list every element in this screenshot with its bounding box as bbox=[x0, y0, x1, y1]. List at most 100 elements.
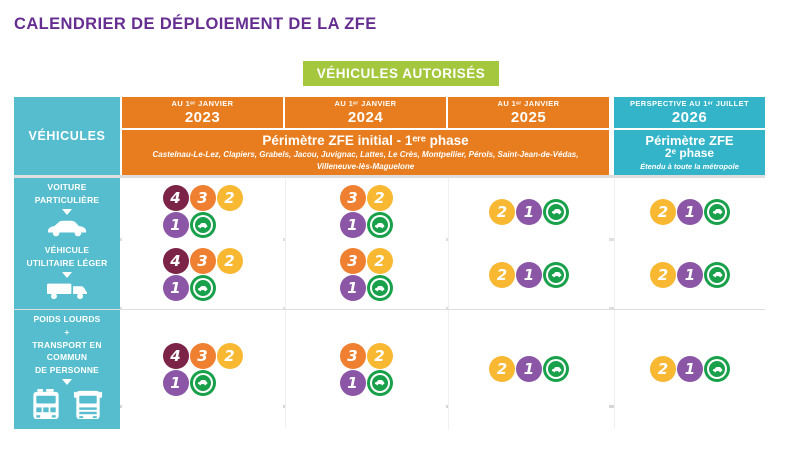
critair-electric-vignette bbox=[189, 369, 216, 396]
critair-electric-vignette bbox=[543, 198, 569, 225]
critair-2-vignette: 2 bbox=[489, 356, 515, 383]
critair-electric-vignette bbox=[366, 369, 393, 396]
critair-3-vignette: 3 bbox=[189, 342, 216, 369]
page-title: CALENDRIER DE DÉPLOIEMENT DE LA ZFE bbox=[14, 15, 377, 33]
row-separator bbox=[14, 307, 765, 310]
critair-1-vignette: 1 bbox=[677, 198, 703, 225]
column-period-2025: AU 1ᵉʳ JANVIER bbox=[497, 99, 560, 108]
critair-electric-vignette bbox=[704, 261, 730, 288]
arrow-down-icon bbox=[62, 208, 72, 215]
column-header-2025: AU 1ᵉʳ JANVIER 2025 bbox=[446, 97, 609, 128]
critair-4-vignette: 4 bbox=[162, 342, 189, 369]
row-icons bbox=[43, 218, 91, 243]
critair-2-vignette: 2 bbox=[650, 356, 676, 383]
critair-2-vignette: 2 bbox=[216, 248, 243, 275]
column-period-2023: AU 1ᵉʳ JANVIER bbox=[171, 99, 234, 108]
critair-electric-vignette bbox=[543, 261, 569, 288]
bus-icon bbox=[31, 388, 61, 426]
critair-3-vignette: 3 bbox=[339, 185, 366, 212]
column-year-2024: 2024 bbox=[347, 109, 384, 126]
van-icon bbox=[44, 281, 90, 306]
critair-electric-vignette bbox=[704, 198, 730, 225]
critair-1-vignette: 1 bbox=[516, 356, 542, 383]
critair-1-vignette: 1 bbox=[677, 356, 703, 383]
dates-row: AU 1ᵉʳ JANVIER 2023 AU 1ᵉʳ JANVIER 2024 … bbox=[122, 97, 609, 130]
critair-1-vignette: 1 bbox=[162, 275, 189, 302]
row-separator bbox=[14, 175, 765, 178]
row-poids-lourds-transport-commun: POIDS LOURDS + TRANSPORT EN COMMUN DE PE… bbox=[14, 310, 765, 429]
column-year-2023: 2023 bbox=[184, 109, 221, 126]
phase2-note: Étendu à toute la métropole bbox=[640, 162, 739, 172]
critair-2-vignette: 2 bbox=[366, 185, 393, 212]
critair-2-vignette: 2 bbox=[489, 261, 515, 288]
critair-1-vignette: 1 bbox=[162, 369, 189, 396]
critair-1-vignette: 1 bbox=[339, 275, 366, 302]
row-header-voiture-particuliere: VOITURE PARTICULIÈRE bbox=[14, 178, 120, 246]
critair-2-vignette: 2 bbox=[489, 198, 515, 225]
truck-icon bbox=[73, 388, 103, 426]
phase1-title: Périmètre ZFE initial - 1ᵉʳᵉ phase bbox=[262, 132, 469, 148]
critair-2-vignette: 2 bbox=[366, 248, 393, 275]
critair-1-vignette: 1 bbox=[677, 261, 703, 288]
critair-2-vignette: 2 bbox=[366, 342, 393, 369]
critair-4-vignette: 4 bbox=[162, 185, 189, 212]
row-label: POIDS LOURDS + TRANSPORT EN COMMUN DE PE… bbox=[32, 314, 102, 375]
column-header-2023: AU 1ᵉʳ JANVIER 2023 bbox=[122, 97, 283, 128]
phase2-body: Périmètre ZFE 2ᵉ phase Étendu à toute la… bbox=[614, 130, 765, 175]
critair-1-vignette: 1 bbox=[339, 212, 366, 239]
column-year-2025: 2025 bbox=[510, 109, 547, 126]
arrow-down-icon bbox=[62, 271, 72, 278]
critair-1-vignette: 1 bbox=[516, 198, 542, 225]
row-icons bbox=[31, 388, 103, 426]
critair-1-vignette: 1 bbox=[339, 369, 366, 396]
critair-3-vignette: 3 bbox=[189, 185, 216, 212]
critair-2-vignette: 2 bbox=[650, 261, 676, 288]
critair-3-vignette: 3 bbox=[339, 248, 366, 275]
authorized-vehicles-badge: VÉHICULES AUTORISÉS bbox=[303, 61, 499, 86]
critair-2-vignette: 2 bbox=[216, 342, 243, 369]
column-period-2026: PERSPECTIVE AU 1ᵉʳ JUILLET bbox=[629, 99, 750, 108]
critair-electric-vignette bbox=[189, 275, 216, 302]
vehicles-header-label: VÉHICULES bbox=[28, 129, 106, 143]
phase1-cities-list: Castelnau-Le-Lez, Clapiers, Grabels, Jac… bbox=[152, 149, 579, 171]
vehicles-header-cell: VÉHICULES bbox=[14, 97, 120, 175]
critair-1-vignette: 1 bbox=[162, 212, 189, 239]
critair-electric-vignette bbox=[366, 275, 393, 302]
row-label: VOITURE PARTICULIÈRE bbox=[34, 182, 100, 205]
critair-electric-vignette bbox=[704, 356, 730, 383]
column-header-2024: AU 1ᵉʳ JANVIER 2024 bbox=[283, 97, 446, 128]
phase2-header-block: PERSPECTIVE AU 1ᵉʳ JUILLET 2026 Périmètr… bbox=[614, 97, 765, 175]
car-icon bbox=[43, 218, 91, 243]
critair-3-vignette: 3 bbox=[339, 342, 366, 369]
critair-3-vignette: 3 bbox=[189, 248, 216, 275]
phase2-title: Périmètre ZFE bbox=[645, 132, 734, 148]
row-icons bbox=[44, 281, 90, 306]
critair-electric-vignette bbox=[543, 356, 569, 383]
critair-2-vignette: 2 bbox=[650, 198, 676, 225]
critair-1-vignette: 1 bbox=[516, 261, 542, 288]
column-year-2026: 2026 bbox=[671, 109, 708, 126]
